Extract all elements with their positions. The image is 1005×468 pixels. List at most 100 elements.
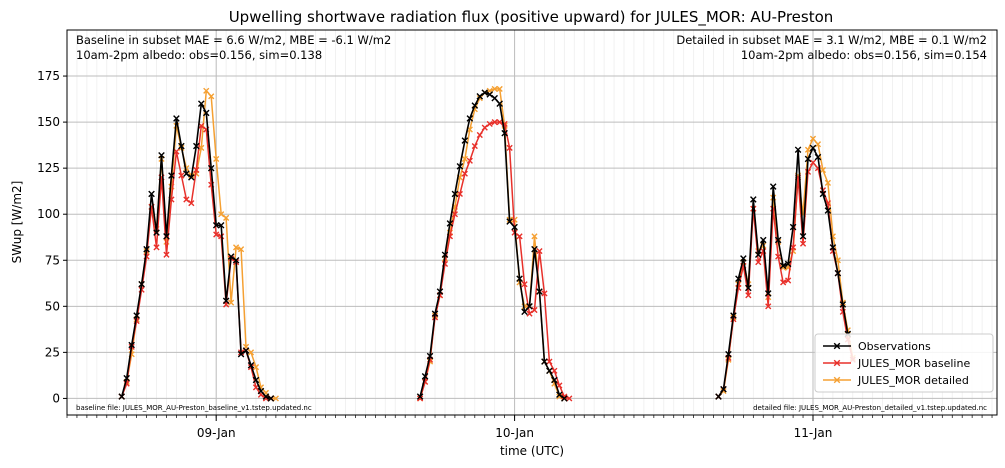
data-point	[740, 255, 747, 262]
data-point	[506, 218, 513, 225]
data-point	[138, 280, 145, 288]
y-tick-label: 50	[45, 299, 60, 313]
series-jules-mor-detailed	[118, 85, 856, 402]
y-tick-label: 175	[37, 69, 60, 83]
data-point	[794, 146, 802, 154]
data-point	[272, 395, 279, 402]
legend-entry: JULES_MOR detailed	[857, 374, 969, 387]
x-tick-label: 11-Jan	[794, 426, 833, 440]
data-point	[148, 190, 155, 198]
data-point	[531, 245, 538, 253]
data-point	[531, 233, 538, 240]
data-point	[431, 310, 439, 317]
data-point	[824, 179, 832, 186]
data-point	[511, 223, 518, 231]
data-point	[750, 196, 757, 203]
data-point	[516, 275, 523, 282]
x-tick-label: 09-Jan	[197, 426, 236, 440]
data-point	[267, 395, 275, 402]
data-point	[829, 244, 837, 251]
data-point	[774, 236, 782, 244]
data-point	[536, 288, 543, 295]
data-point	[561, 393, 568, 400]
data-point	[541, 290, 548, 297]
data-point	[755, 259, 762, 266]
data-point	[183, 196, 190, 203]
data-point	[819, 166, 827, 174]
data-point	[163, 251, 170, 258]
data-point	[476, 131, 483, 139]
data-point	[804, 146, 812, 153]
data-point	[461, 170, 468, 177]
data-point	[809, 144, 817, 152]
legend-items: Observations JULES_MOR baseline JULES_MOR …	[823, 340, 970, 387]
data-point	[257, 387, 265, 395]
data-point	[153, 229, 160, 236]
data-point	[207, 164, 215, 172]
data-point	[824, 207, 832, 214]
data-point	[496, 119, 503, 126]
data-point	[466, 115, 474, 122]
data-point	[252, 376, 260, 384]
data-point	[541, 358, 548, 365]
data-point	[486, 91, 494, 98]
data-point	[262, 393, 270, 400]
data-point	[720, 385, 727, 393]
data-point	[481, 89, 489, 96]
data-point	[556, 393, 563, 400]
x-axis-label: time (UTC)	[500, 444, 564, 458]
data-point	[456, 190, 463, 198]
data-point	[247, 361, 255, 369]
legend-box	[814, 333, 994, 393]
data-point	[178, 142, 185, 150]
y-tick-label: 75	[45, 253, 60, 267]
data-point	[217, 221, 225, 229]
data-point	[417, 395, 424, 402]
data-point	[819, 190, 827, 198]
data-point	[451, 190, 459, 198]
legend: Observations JULES_MOR baseline JULES_MOR …	[814, 333, 994, 393]
data-point	[516, 233, 523, 240]
y-tick-label: 150	[37, 115, 60, 129]
data-point	[242, 347, 250, 354]
data-point	[416, 393, 424, 400]
data-point	[441, 251, 449, 259]
data-point	[193, 166, 200, 174]
plot-frame	[66, 29, 998, 416]
baseline-metrics-annotation: Baseline in subset MAE = 6.6 W/m2, MBE =…	[76, 33, 391, 47]
data-point	[158, 151, 165, 159]
data-point	[765, 303, 772, 310]
data-point	[804, 155, 812, 163]
data-point	[163, 233, 170, 240]
data-point	[213, 155, 220, 163]
data-point	[511, 216, 518, 223]
data-point	[566, 395, 573, 402]
data-point	[501, 129, 508, 137]
data-point	[461, 155, 468, 163]
data-point	[183, 170, 190, 177]
data-point	[735, 275, 742, 282]
data-point	[491, 94, 498, 102]
data-point	[745, 284, 752, 292]
data-point	[764, 290, 772, 297]
data-point	[446, 220, 454, 227]
data-point	[212, 221, 220, 229]
data-point	[780, 279, 787, 286]
data-point	[456, 163, 464, 170]
data-point	[213, 231, 220, 238]
baseline-file-note: baseline file: JULES_MOR_AU-Preston_base…	[76, 404, 312, 412]
data-point	[526, 303, 533, 310]
legend-entry: Observations	[858, 340, 931, 353]
data-point	[745, 292, 752, 299]
data-point	[133, 312, 140, 319]
data-point	[833, 342, 841, 350]
data-point	[208, 93, 215, 100]
data-point	[252, 364, 260, 371]
data-point	[531, 306, 538, 314]
data-point	[168, 172, 175, 179]
data-point	[546, 358, 553, 365]
data-point	[471, 142, 478, 150]
data-point	[232, 244, 240, 251]
data-point	[799, 240, 807, 247]
